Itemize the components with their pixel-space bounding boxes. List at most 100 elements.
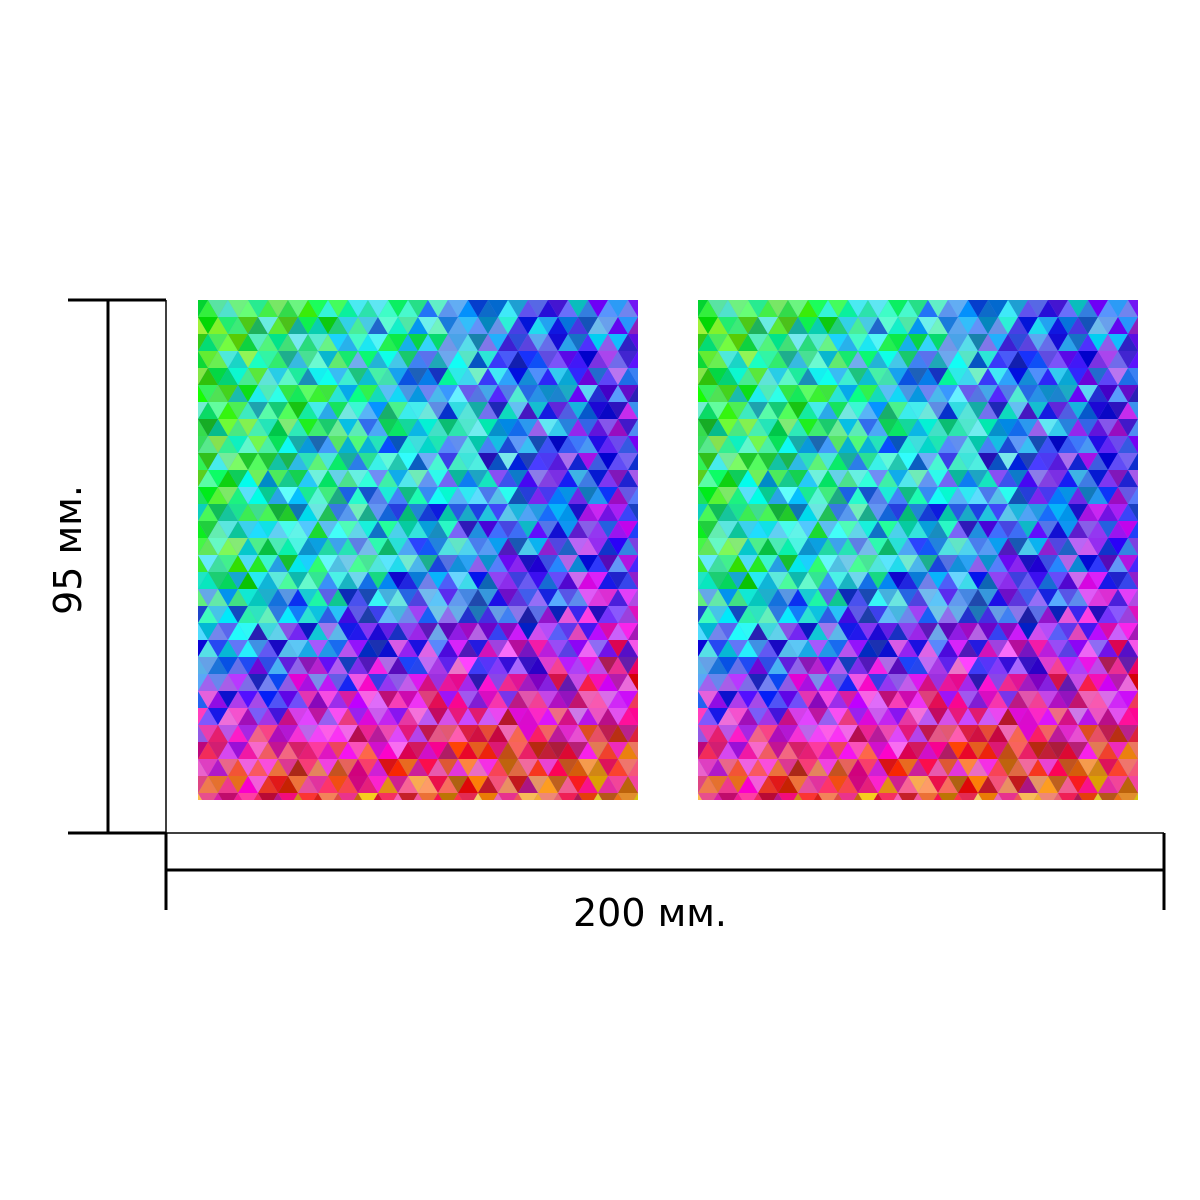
mosaic-triangle <box>958 691 978 708</box>
mosaic-triangle <box>608 419 628 436</box>
mosaic-triangle <box>508 657 528 674</box>
mosaic-triangle <box>598 351 618 368</box>
mosaic-triangle <box>288 453 308 470</box>
mosaic-triangle <box>868 470 888 487</box>
mosaic-triangle <box>598 368 618 385</box>
mosaic-triangle <box>558 300 578 317</box>
mosaic-triangle <box>388 640 408 657</box>
mosaic-triangle <box>288 708 308 725</box>
mosaic-triangle <box>1018 487 1038 504</box>
mosaic-triangle <box>238 623 258 640</box>
mosaic-triangle <box>593 793 603 800</box>
mosaic-triangle <box>738 504 758 521</box>
mosaic-triangle <box>378 674 398 691</box>
mosaic-triangle <box>518 334 538 351</box>
mosaic-triangle <box>308 606 328 623</box>
mosaic-triangle <box>228 606 248 623</box>
mosaic-triangle <box>478 555 498 572</box>
mosaic-triangle <box>608 317 628 334</box>
mosaic-triangle <box>738 402 758 419</box>
mosaic-triangle <box>548 419 568 436</box>
mosaic-triangle <box>598 691 618 708</box>
mosaic-triangle <box>738 640 758 657</box>
mosaic-triangle <box>408 317 428 334</box>
mosaic-triangle <box>1068 606 1088 623</box>
mosaic-triangle <box>198 589 218 606</box>
mosaic-triangle <box>208 674 228 691</box>
mosaic-triangle <box>438 657 458 674</box>
mosaic-triangle <box>878 317 898 334</box>
mosaic-triangle <box>878 555 898 572</box>
mosaic-triangle <box>798 674 818 691</box>
mosaic-triangle <box>938 351 958 368</box>
mosaic-triangle <box>278 589 298 606</box>
mosaic-triangle <box>918 674 938 691</box>
mosaic-triangle <box>848 385 868 402</box>
mosaic-triangle <box>798 555 818 572</box>
mosaic-triangle <box>838 555 858 572</box>
mosaic-triangle <box>908 436 928 453</box>
mosaic-triangle <box>378 725 398 742</box>
mosaic-triangle <box>893 793 903 800</box>
mosaic-triangle <box>368 572 388 589</box>
mosaic-triangle <box>858 300 878 317</box>
mosaic-triangle <box>468 674 488 691</box>
mosaic-triangle <box>978 708 998 725</box>
mosaic-triangle <box>418 691 438 708</box>
mosaic-triangle <box>1068 368 1088 385</box>
mosaic-triangle <box>498 742 518 759</box>
mosaic-triangle <box>1088 759 1108 776</box>
mosaic-triangle <box>998 742 1018 759</box>
mosaic-triangle <box>768 555 788 572</box>
mosaic-triangle <box>948 419 968 436</box>
mosaic-triangle <box>1088 640 1108 657</box>
mosaic-triangle <box>598 657 618 674</box>
mosaic-triangle <box>748 691 768 708</box>
mosaic-triangle <box>1038 708 1058 725</box>
mosaic-triangle <box>198 419 218 436</box>
mosaic-triangle <box>608 487 628 504</box>
mosaic-triangle <box>558 759 578 776</box>
mosaic-triangle <box>1088 691 1108 708</box>
mosaic-triangle <box>328 487 348 504</box>
mosaic-triangle <box>338 521 358 538</box>
mosaic-triangle <box>1118 606 1138 623</box>
mosaic-triangle <box>1028 589 1048 606</box>
mosaic-triangle <box>508 300 528 317</box>
mosaic-triangle <box>438 776 458 793</box>
mosaic-triangle <box>1078 521 1098 538</box>
mosaic-triangle <box>498 759 518 776</box>
mosaic-triangle <box>198 742 218 759</box>
mosaic-triangle <box>718 487 738 504</box>
mosaic-triangle <box>1028 657 1048 674</box>
mosaic-triangle <box>1038 317 1058 334</box>
mosaic-triangle <box>458 487 478 504</box>
mosaic-triangle <box>528 572 548 589</box>
mosaic-triangle <box>248 351 268 368</box>
mosaic-triangle <box>338 725 358 742</box>
mosaic-triangle <box>1128 538 1138 555</box>
mosaic-triangle <box>598 640 618 657</box>
mosaic-triangle <box>1038 504 1058 521</box>
mosaic-triangle <box>298 317 318 334</box>
mosaic-triangle <box>768 521 788 538</box>
mosaic-triangle <box>718 453 738 470</box>
mosaic-triangle <box>518 674 538 691</box>
mosaic-triangle <box>418 657 438 674</box>
mosaic-triangle <box>468 487 488 504</box>
mosaic-triangle <box>858 674 878 691</box>
mosaic-triangle <box>228 419 248 436</box>
mosaic-triangle <box>958 776 978 793</box>
mosaic-triangle <box>978 351 998 368</box>
mosaic-triangle <box>958 606 978 623</box>
mosaic-triangle <box>578 402 598 419</box>
mosaic-triangle <box>428 351 448 368</box>
mosaic-triangle <box>358 759 378 776</box>
mosaic-triangle <box>828 708 848 725</box>
mosaic-triangle <box>518 368 538 385</box>
mosaic-triangle <box>938 572 958 589</box>
mosaic-triangle <box>1008 674 1028 691</box>
mosaic-triangle <box>938 759 958 776</box>
mosaic-triangle <box>1078 317 1098 334</box>
mosaic-triangle <box>598 572 618 589</box>
